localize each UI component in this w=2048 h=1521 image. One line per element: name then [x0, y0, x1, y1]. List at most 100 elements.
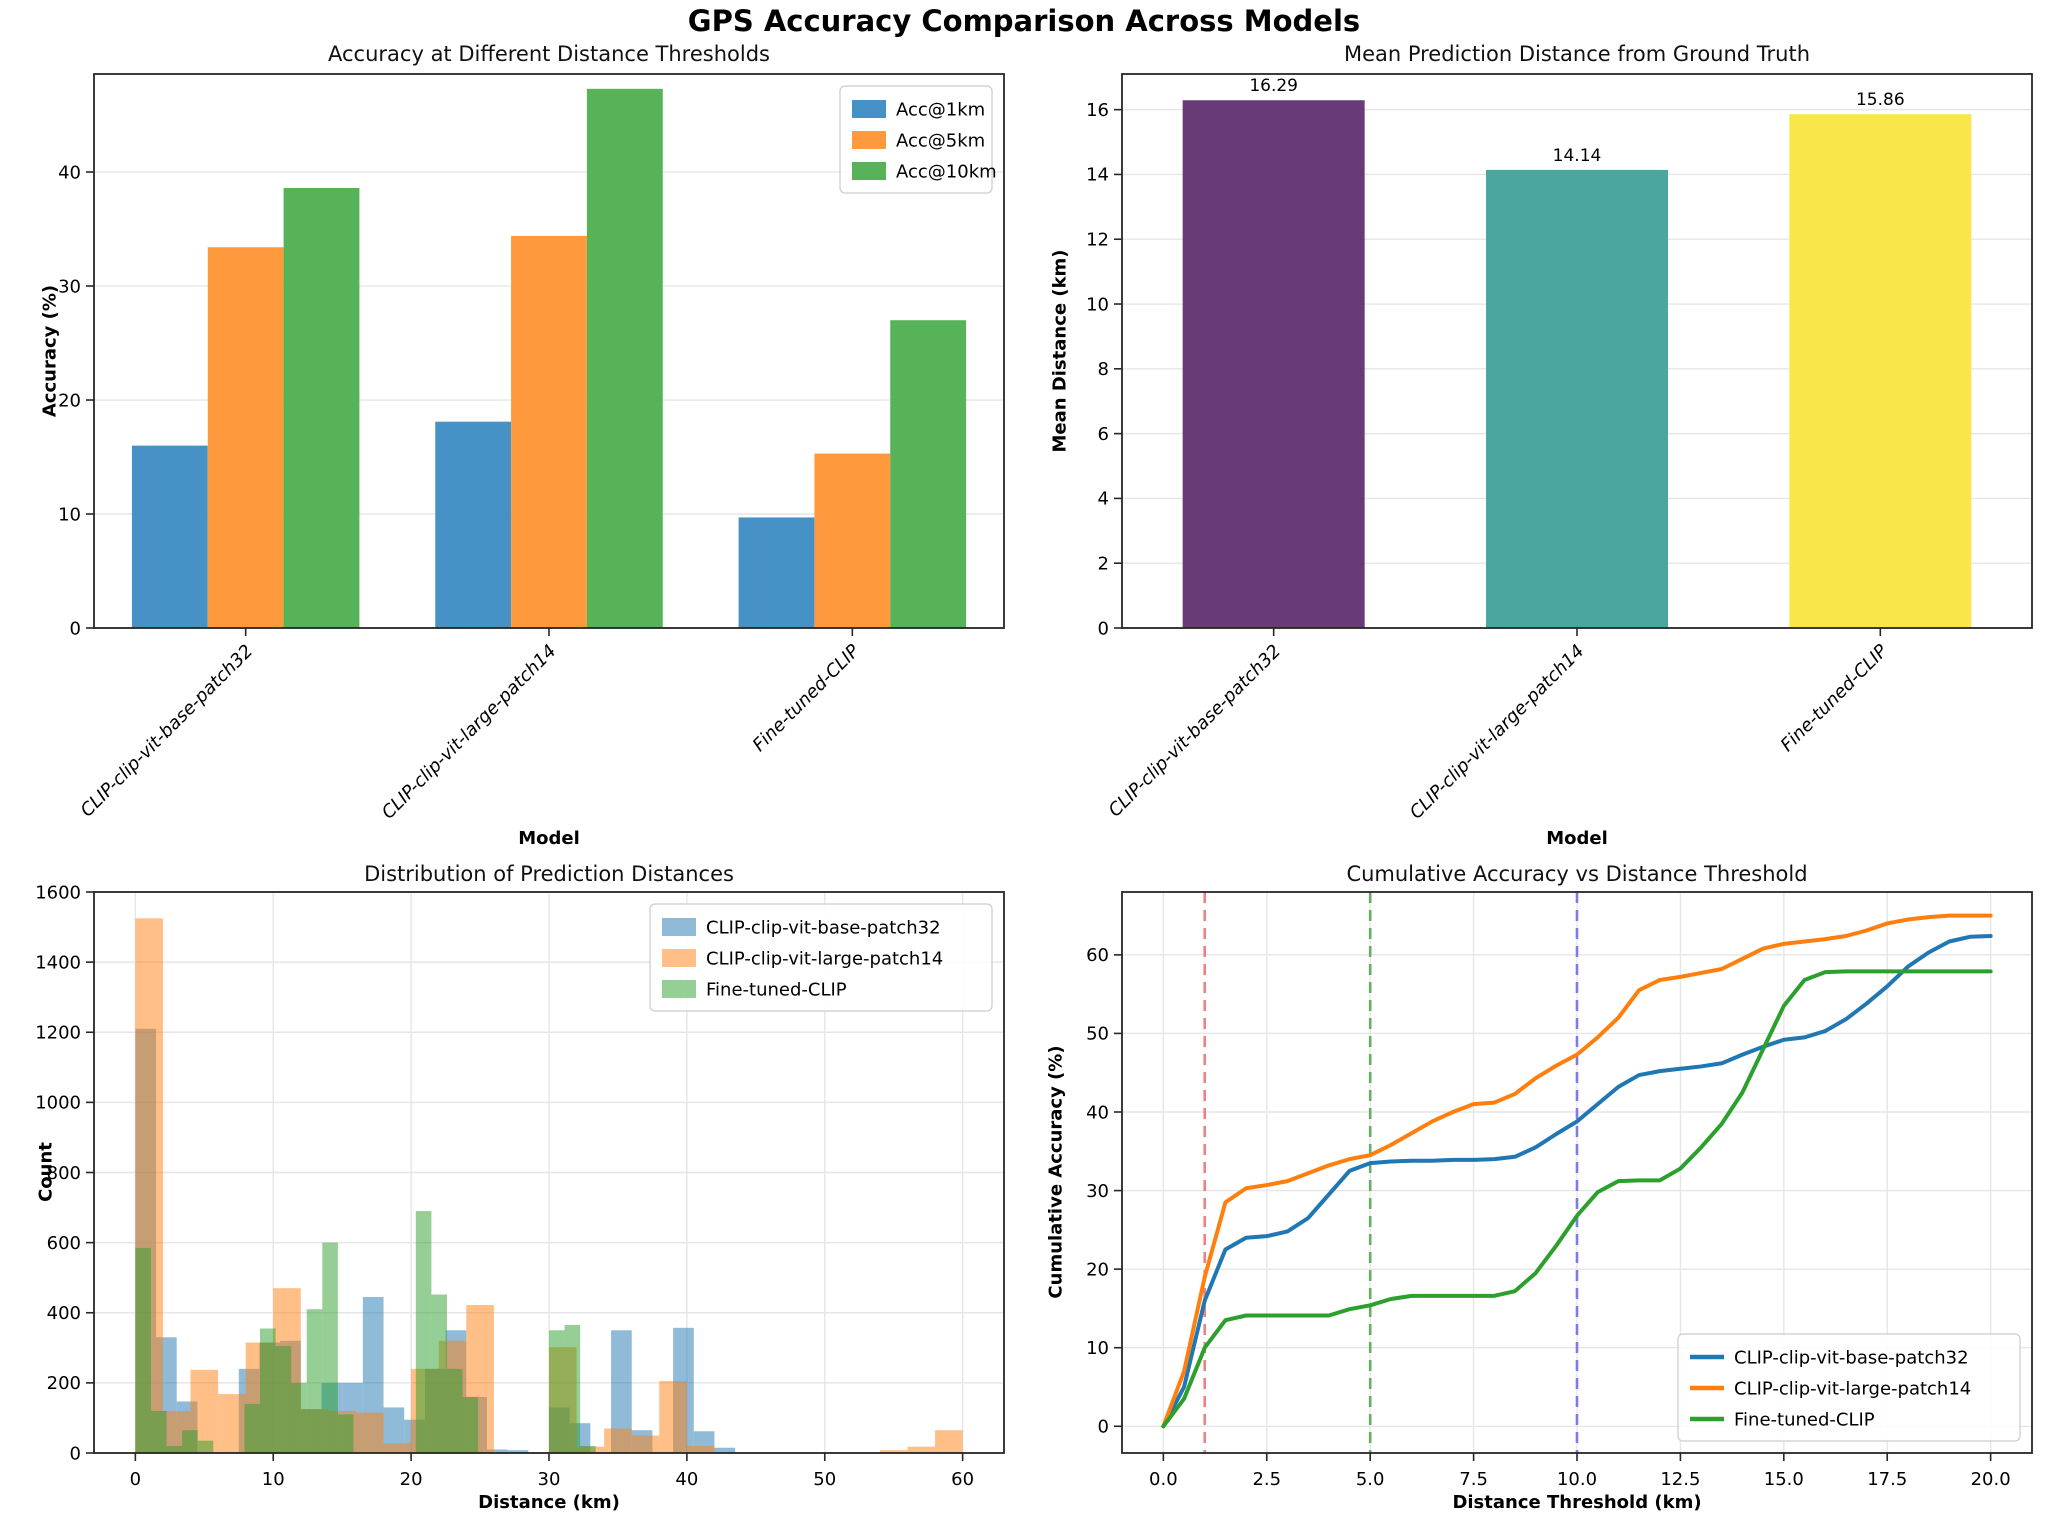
svg-text:0: 0 [70, 1443, 81, 1464]
histogram-plot: 0 200 400 600 800 1000 1200 1400 1600 0 10 20 30 40 50… [35, 882, 1005, 1490]
svg-text:2.5: 2.5 [1252, 1469, 1281, 1490]
x-axis: 0.0 2.5 5.0 7.5 10.0 12.5 15.0 17.5 20.0 [1149, 1453, 2011, 1490]
svg-text:60: 60 [1086, 945, 1109, 966]
svg-text:16: 16 [1086, 100, 1109, 121]
legend-swatch [852, 162, 886, 180]
x-axis-label-model-1: Model [518, 828, 580, 849]
y-axis: 0 10 20 30 40 50 60 [1086, 945, 1122, 1438]
legend: CLIP-clip-vit-base-patch32 CLIP-clip-vit-… [649, 903, 993, 1012]
line-series [1161, 934, 1993, 1429]
svg-text:40: 40 [675, 1469, 698, 1490]
svg-text:800: 800 [47, 1163, 81, 1184]
category-tick-label: CLIP-clip-vit-base-patch32 [1105, 641, 1286, 822]
chart-title-cumulative: Cumulative Accuracy vs Distance Threshol… [1346, 862, 1808, 886]
x-axis-label-distance-threshold: Distance Threshold (km) [1452, 1492, 1702, 1513]
figure-title: GPS Accuracy Comparison Across Models [687, 4, 1361, 38]
svg-text:30: 30 [58, 276, 81, 297]
svg-text:40: 40 [58, 162, 81, 183]
svg-text:20: 20 [400, 1469, 423, 1490]
svg-text:20: 20 [1086, 1259, 1109, 1280]
x-axis-label-distance: Distance (km) [478, 1492, 620, 1513]
legend-swatch [662, 980, 696, 998]
panel-mean-distance: Mean Prediction Distance from Ground Tru… [1040, 40, 2044, 864]
bars-group [131, 88, 967, 629]
legend-label: CLIP-clip-vit-large-patch14 [706, 948, 943, 969]
y-axis: 0 10 20 30 40 [58, 162, 94, 639]
svg-text:5.0: 5.0 [1356, 1469, 1385, 1490]
svg-text:14: 14 [1086, 165, 1109, 186]
category-tick-label: Fine-tuned-CLIP [749, 641, 864, 756]
svg-text:6: 6 [1098, 424, 1109, 445]
line-plot: 0 10 20 30 40 50 60 0.0 2.5 5.0 7.5 10.0 12.5 15.0 17.… [1086, 891, 2033, 1490]
svg-text:17.5: 17.5 [1867, 1469, 1907, 1490]
svg-text:200: 200 [47, 1373, 81, 1394]
panel-cumulative-accuracy: Cumulative Accuracy vs Distance Threshol… [1040, 862, 2044, 1521]
svg-text:12.5: 12.5 [1660, 1469, 1700, 1490]
mean-distance-bar-plot: 16.29 14.14 15.86 0 2 4 6 8 10 12 14 16 CLIP-clip-vi… [1086, 73, 2033, 823]
svg-text:0: 0 [130, 1469, 141, 1490]
x-axis: 0 10 20 30 40 50 60 [130, 1453, 974, 1490]
svg-text:10: 10 [58, 504, 81, 525]
x-axis: CLIP-clip-vit-base-patch32 CLIP-clip-vit-… [77, 628, 864, 823]
bar-value-label: 16.29 [1249, 76, 1298, 96]
legend-label: Acc@5km [896, 130, 985, 151]
svg-text:1200: 1200 [35, 1023, 81, 1044]
legend-label: Acc@1km [896, 99, 985, 120]
legend: Acc@1km Acc@5km Acc@10km [839, 85, 997, 194]
svg-text:2: 2 [1098, 554, 1109, 575]
svg-text:20.0: 20.0 [1971, 1469, 2011, 1490]
svg-text:400: 400 [47, 1303, 81, 1324]
svg-text:50: 50 [813, 1469, 836, 1490]
svg-text:0: 0 [70, 618, 81, 639]
legend-swatch [852, 131, 886, 149]
y-axis: 0 200 400 600 800 1000 1200 1400 1600 [35, 882, 94, 1464]
svg-text:600: 600 [47, 1233, 81, 1254]
panel-distance-distribution: Distribution of Prediction Distances Cou… [28, 862, 1032, 1521]
bar-value-label: 15.86 [1856, 90, 1905, 110]
line-series [1161, 913, 1993, 1429]
svg-text:1000: 1000 [35, 1093, 81, 1114]
bar-value-label: 14.14 [1553, 146, 1602, 166]
svg-text:10: 10 [262, 1469, 285, 1490]
hist-series [135, 1211, 596, 1453]
category-tick-label: CLIP-clip-vit-large-patch14 [378, 641, 561, 824]
legend-label: Acc@10km [896, 161, 997, 182]
chart-title-distribution: Distribution of Prediction Distances [364, 862, 734, 886]
line-series [1161, 969, 1993, 1429]
panel-accuracy-thresholds: Accuracy at Different Distance Threshold… [28, 40, 1032, 864]
svg-text:0: 0 [1098, 618, 1109, 639]
legend-label: Fine-tuned-CLIP [706, 979, 847, 1000]
legend-label: CLIP-clip-vit-base-patch32 [706, 917, 941, 938]
chart-title-mean-distance: Mean Prediction Distance from Ground Tru… [1343, 42, 1811, 66]
svg-text:30: 30 [538, 1469, 561, 1490]
x-axis: CLIP-clip-vit-base-patch32 CLIP-clip-vit-… [1105, 628, 1892, 823]
svg-text:4: 4 [1098, 489, 1109, 510]
legend-swatch [662, 949, 696, 967]
svg-text:15.0: 15.0 [1764, 1469, 1804, 1490]
svg-text:1400: 1400 [35, 952, 81, 973]
svg-text:10.0: 10.0 [1557, 1469, 1597, 1490]
svg-text:20: 20 [58, 390, 81, 411]
legend: CLIP-clip-vit-base-patch32 CLIP-clip-vit-… [1677, 1333, 2021, 1442]
svg-text:0: 0 [1098, 1417, 1109, 1438]
svg-text:50: 50 [1086, 1024, 1109, 1045]
category-tick-label: Fine-tuned-CLIP [1777, 641, 1892, 756]
legend-swatch [662, 918, 696, 936]
svg-text:60: 60 [951, 1469, 974, 1490]
svg-text:12: 12 [1086, 230, 1109, 251]
x-axis-label-model-2: Model [1546, 828, 1608, 849]
svg-text:1600: 1600 [35, 882, 81, 903]
legend-label: Fine-tuned-CLIP [1734, 1409, 1875, 1430]
svg-text:10: 10 [1086, 1338, 1109, 1359]
legend-swatch [852, 100, 886, 118]
svg-text:7.5: 7.5 [1459, 1469, 1488, 1490]
category-tick-label: CLIP-clip-vit-base-patch32 [77, 641, 258, 822]
svg-text:10: 10 [1086, 294, 1109, 315]
svg-text:30: 30 [1086, 1181, 1109, 1202]
bars-group: 16.29 14.14 15.86 [1182, 76, 1972, 628]
chart-title-accuracy-thresholds: Accuracy at Different Distance Threshold… [328, 42, 770, 66]
category-tick-label: CLIP-clip-vit-large-patch14 [1406, 641, 1589, 824]
svg-text:0.0: 0.0 [1149, 1469, 1178, 1490]
